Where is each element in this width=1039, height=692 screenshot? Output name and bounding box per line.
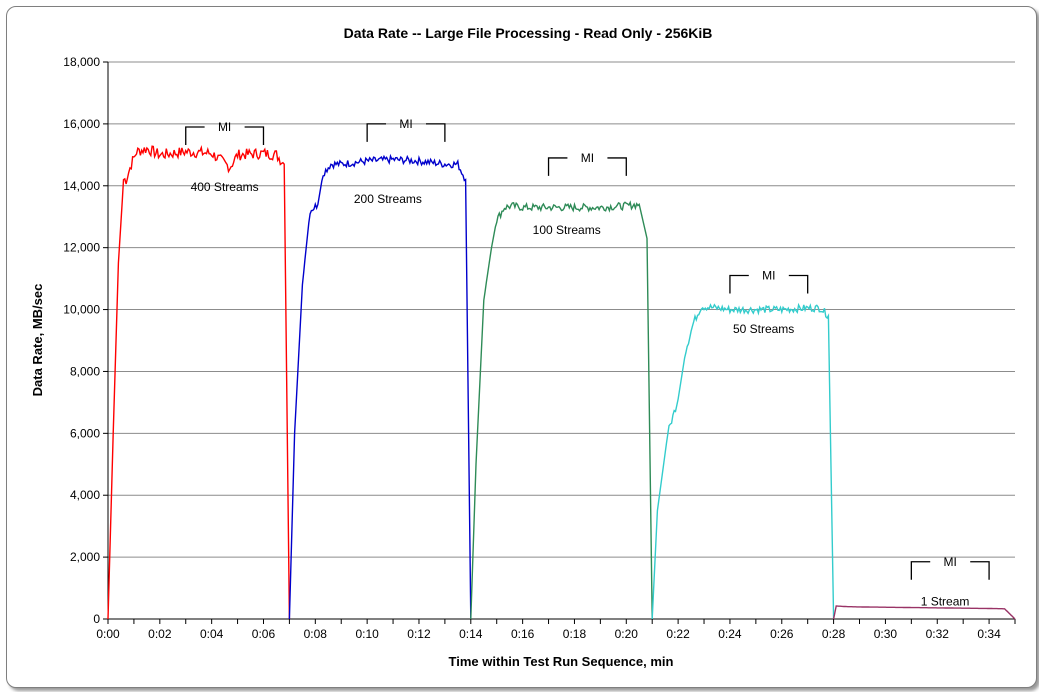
y-tick-label: 12,000 <box>63 241 100 255</box>
x-tick-label: 0:30 <box>874 627 898 641</box>
series-lines <box>107 145 1016 620</box>
series-line-5 <box>832 605 1016 620</box>
x-tick-label: 0:24 <box>718 627 742 641</box>
y-axis-label: Data Rate, MB/sec <box>30 284 45 397</box>
mi-label: MI <box>762 269 775 283</box>
y-axis-ticks: 0 2,000 4,000 6,000 8,000 10,000 12,000 14,000 1… <box>63 55 108 626</box>
x-axis-label: Time within Test Run Sequence, min <box>449 654 674 669</box>
annotations: 400 Streams MI 200 Streams MI 100 Streams MI 5… <box>185 117 990 608</box>
x-tick-label: 0:04 <box>200 627 224 641</box>
series-line-3 <box>470 200 653 620</box>
x-tick-label: 0:12 <box>407 627 431 641</box>
x-tick-label: 0:02 <box>148 627 172 641</box>
series-label: 400 Streams <box>191 180 259 194</box>
y-tick-label: 16,000 <box>63 117 100 131</box>
mi-bracket <box>366 123 446 142</box>
mi-label: MI <box>399 117 412 131</box>
series-line-1 <box>107 145 291 620</box>
series-label: 100 Streams <box>533 223 601 237</box>
axes <box>107 62 1015 620</box>
y-tick-label: 4,000 <box>70 488 100 502</box>
y-tick-label: 2,000 <box>70 550 100 564</box>
x-tick-label: 0:28 <box>822 627 846 641</box>
x-tick-label: 0:18 <box>563 627 587 641</box>
x-tick-label: 0:22 <box>666 627 690 641</box>
plot-area <box>108 62 1015 619</box>
y-tick-label: 14,000 <box>63 179 100 193</box>
grid-lines <box>108 61 1015 558</box>
mi-bracket <box>910 561 990 580</box>
y-tick-label: 18,000 <box>63 55 100 69</box>
x-axis-ticks: 0:00 0:02 0:04 0:06 0:08 0:10 0:12 0:14 0:16 0:18… <box>96 619 1016 641</box>
x-tick-label: 0:20 <box>615 627 639 641</box>
mi-bracket <box>729 274 809 294</box>
mi-label: MI <box>944 555 957 569</box>
x-tick-label: 0:08 <box>304 627 328 641</box>
x-tick-label: 0:34 <box>977 627 1001 641</box>
x-tick-label: 0:26 <box>770 627 794 641</box>
x-tick-label: 0:06 <box>252 627 276 641</box>
mi-label: MI <box>581 151 594 165</box>
y-tick-label: 6,000 <box>70 426 100 440</box>
y-tick-label: 0 <box>93 612 100 626</box>
mi-bracket <box>185 126 265 145</box>
x-tick-label: 0:14 <box>459 627 483 641</box>
chart-title: Data Rate -- Large File Processing - Rea… <box>344 25 713 41</box>
y-tick-label: 10,000 <box>63 303 100 317</box>
series-line-4 <box>651 302 835 620</box>
series-label: 1 Stream <box>921 594 970 608</box>
series-label: 50 Streams <box>733 322 794 336</box>
x-tick-label: 0:10 <box>355 627 379 641</box>
x-tick-label: 0:32 <box>926 627 950 641</box>
mi-label: MI <box>218 120 231 134</box>
series-label: 200 Streams <box>354 192 422 206</box>
x-tick-label: 0:16 <box>511 627 535 641</box>
mi-bracket <box>547 157 627 176</box>
x-tick-label: 0:00 <box>96 627 120 641</box>
y-tick-label: 8,000 <box>70 364 100 378</box>
series-line-2 <box>288 153 472 620</box>
